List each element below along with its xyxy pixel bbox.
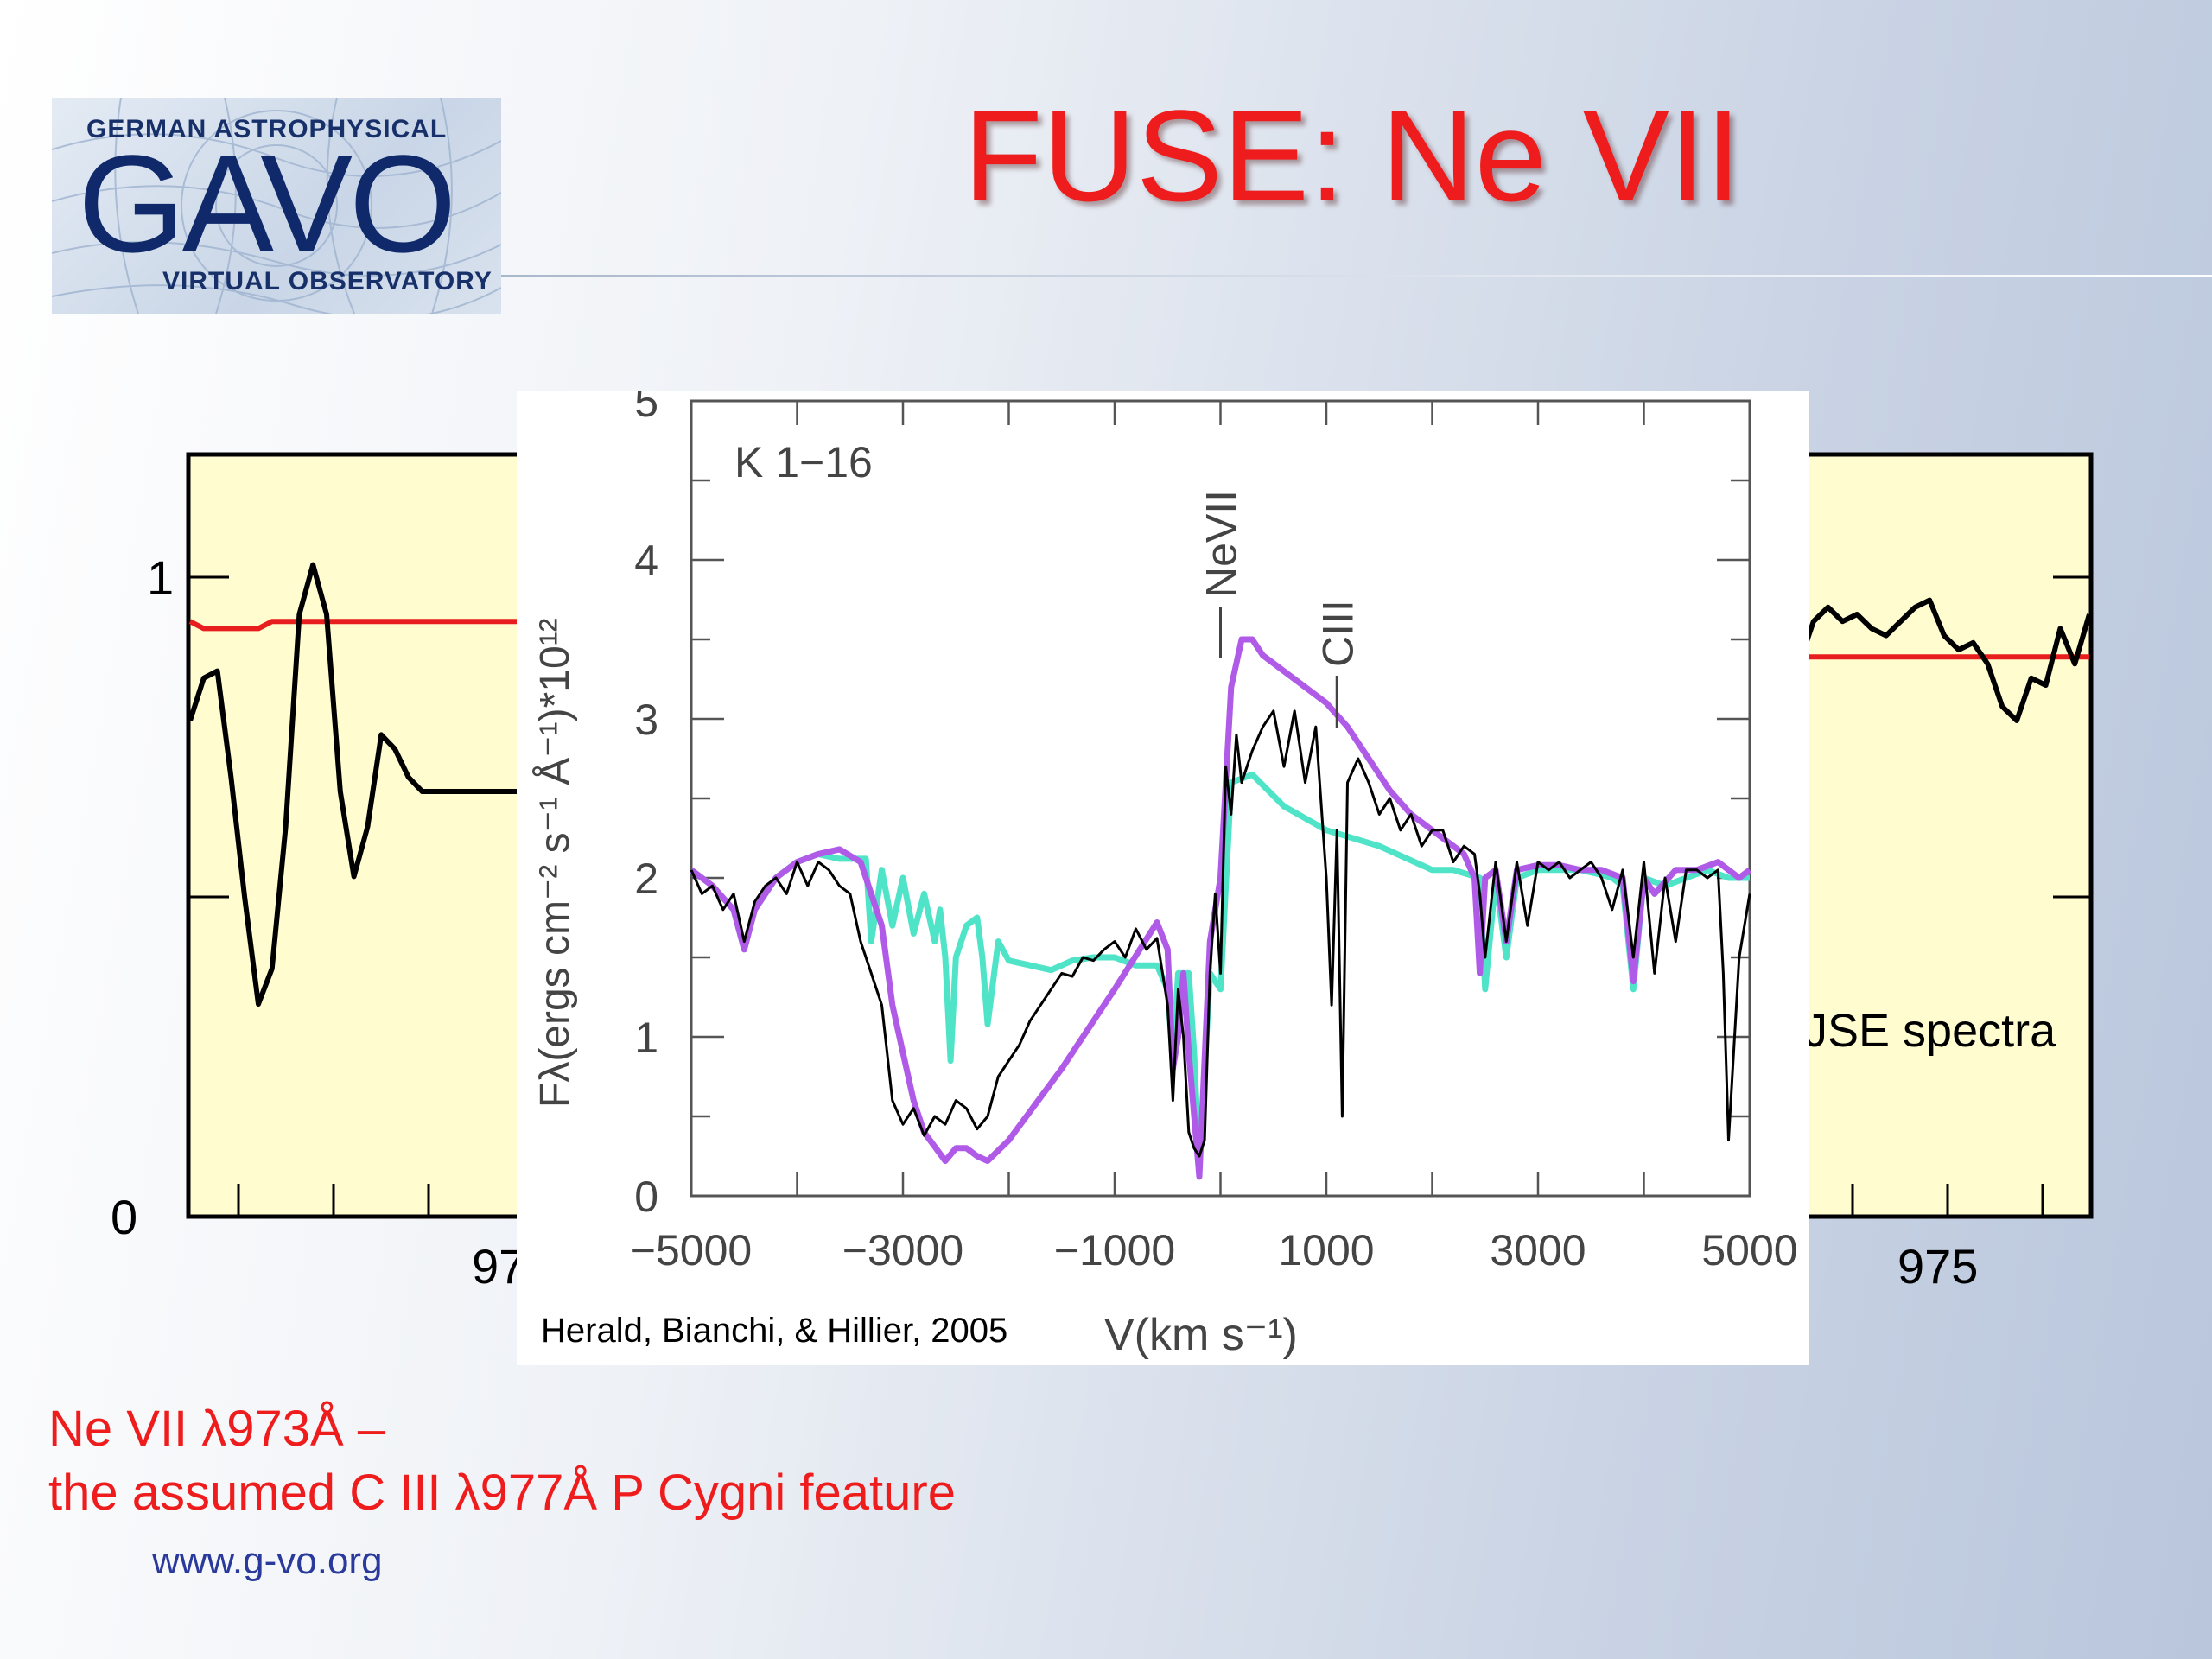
inset-annotation: K 1−16 (734, 438, 873, 486)
inset-xtick-label: 5000 (1701, 1226, 1797, 1274)
inset-xtick-label: 1000 (1278, 1226, 1374, 1274)
slide-title: FUSE: Ne VII (963, 83, 1742, 228)
logo-main-text: GAVO (78, 126, 456, 281)
inset-ytick-label: 5 (634, 391, 658, 426)
gavo-logo: GERMAN ASTROPHYSICAL GAVO VIRTUAL OBSERV… (52, 98, 501, 314)
title-divider (501, 275, 2212, 277)
background-chart-right: 975 (1797, 452, 2094, 1294)
inset-xtick-label: −5000 (631, 1226, 752, 1274)
inset-xtick-label: 3000 (1490, 1226, 1586, 1274)
footer-url[interactable]: www.g-vo.org (152, 1540, 383, 1582)
inset-ytick-label: 1 (634, 1014, 658, 1062)
left-xtick-partial: 97 (472, 1239, 525, 1294)
left-ytick-0: 0 (111, 1190, 137, 1244)
inset-line-label: NeVII (1198, 490, 1246, 598)
inset-credit: Herald, Bianchi, & Hillier, 2005 (541, 1312, 1008, 1350)
inset-ytick-label: 4 (634, 537, 658, 585)
inset-ytick-label: 3 (634, 696, 658, 744)
right-partial-text: JSE spectra (1804, 1005, 2056, 1057)
inset-series-2 (690, 709, 1751, 1158)
inset-xtick-label: −1000 (1054, 1226, 1175, 1274)
inset-xlabel: V(km s⁻¹) (1104, 1310, 1298, 1360)
inset-series-0 (689, 771, 1750, 1171)
inset-ylabel: Fλ(ergs cm⁻² s⁻¹ Å⁻¹)*10¹² (532, 618, 578, 1108)
logo-bottom-text: VIRTUAL OBSERVATORY (162, 267, 493, 296)
caption-line2: the assumed C III λ977Å P Cygni feature (48, 1465, 956, 1521)
right-bg-series-1 (1797, 597, 2092, 723)
left-bg-series-1 (188, 562, 527, 1007)
logo-pattern (52, 98, 501, 314)
inset-ytick-label: 2 (634, 855, 658, 903)
left-panel (186, 452, 527, 1219)
inset-series-1 (689, 636, 1752, 1180)
inset-line-label: CIII (1313, 600, 1362, 667)
caption-line1: Ne VII λ973Å – (48, 1401, 386, 1457)
right-panel (1797, 452, 2094, 1219)
inset-xtick-label: −3000 (842, 1226, 963, 1274)
left-ytick-1: 1 (147, 550, 174, 605)
right-xtick-975: 975 (1897, 1239, 1978, 1294)
inset-chart: −5000 −3000 −1000 1000 3000 5000 0 1 2 3 4 5 K 1−16… (517, 391, 1809, 1365)
inset-ytick-label: 0 (634, 1173, 658, 1221)
inset-chart-svg: −5000 −3000 −1000 1000 3000 5000 0 1 2 3 4 5 K 1−16… (532, 391, 1798, 1360)
background-chart-left: 1 0 97 (111, 452, 527, 1294)
logo-top-text: GERMAN ASTROPHYSICAL (86, 115, 448, 143)
left-bg-series-0 (188, 619, 527, 632)
